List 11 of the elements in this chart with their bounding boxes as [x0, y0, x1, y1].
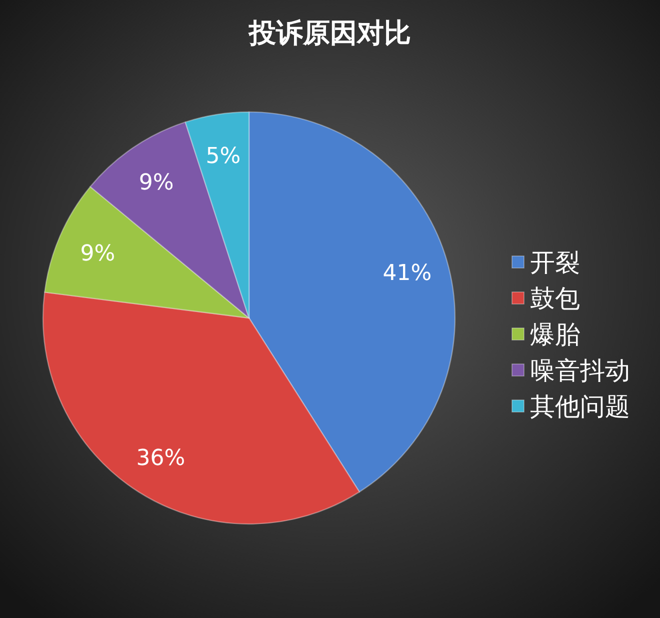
data-label: 36% — [136, 446, 186, 472]
data-label: 9% — [80, 242, 116, 267]
legend-label: 开裂 — [530, 248, 580, 277]
data-label: 5% — [206, 144, 241, 170]
legend-label: 噪音抖动 — [530, 356, 630, 385]
legend-label: 鼓包 — [530, 284, 580, 313]
data-label: 9% — [138, 170, 174, 196]
legend-label: 其他问题 — [530, 392, 630, 421]
legend-label: 爆胎 — [530, 320, 580, 349]
chart-title: 投诉原因对比 — [248, 18, 411, 49]
data-label: 41% — [382, 261, 432, 286]
